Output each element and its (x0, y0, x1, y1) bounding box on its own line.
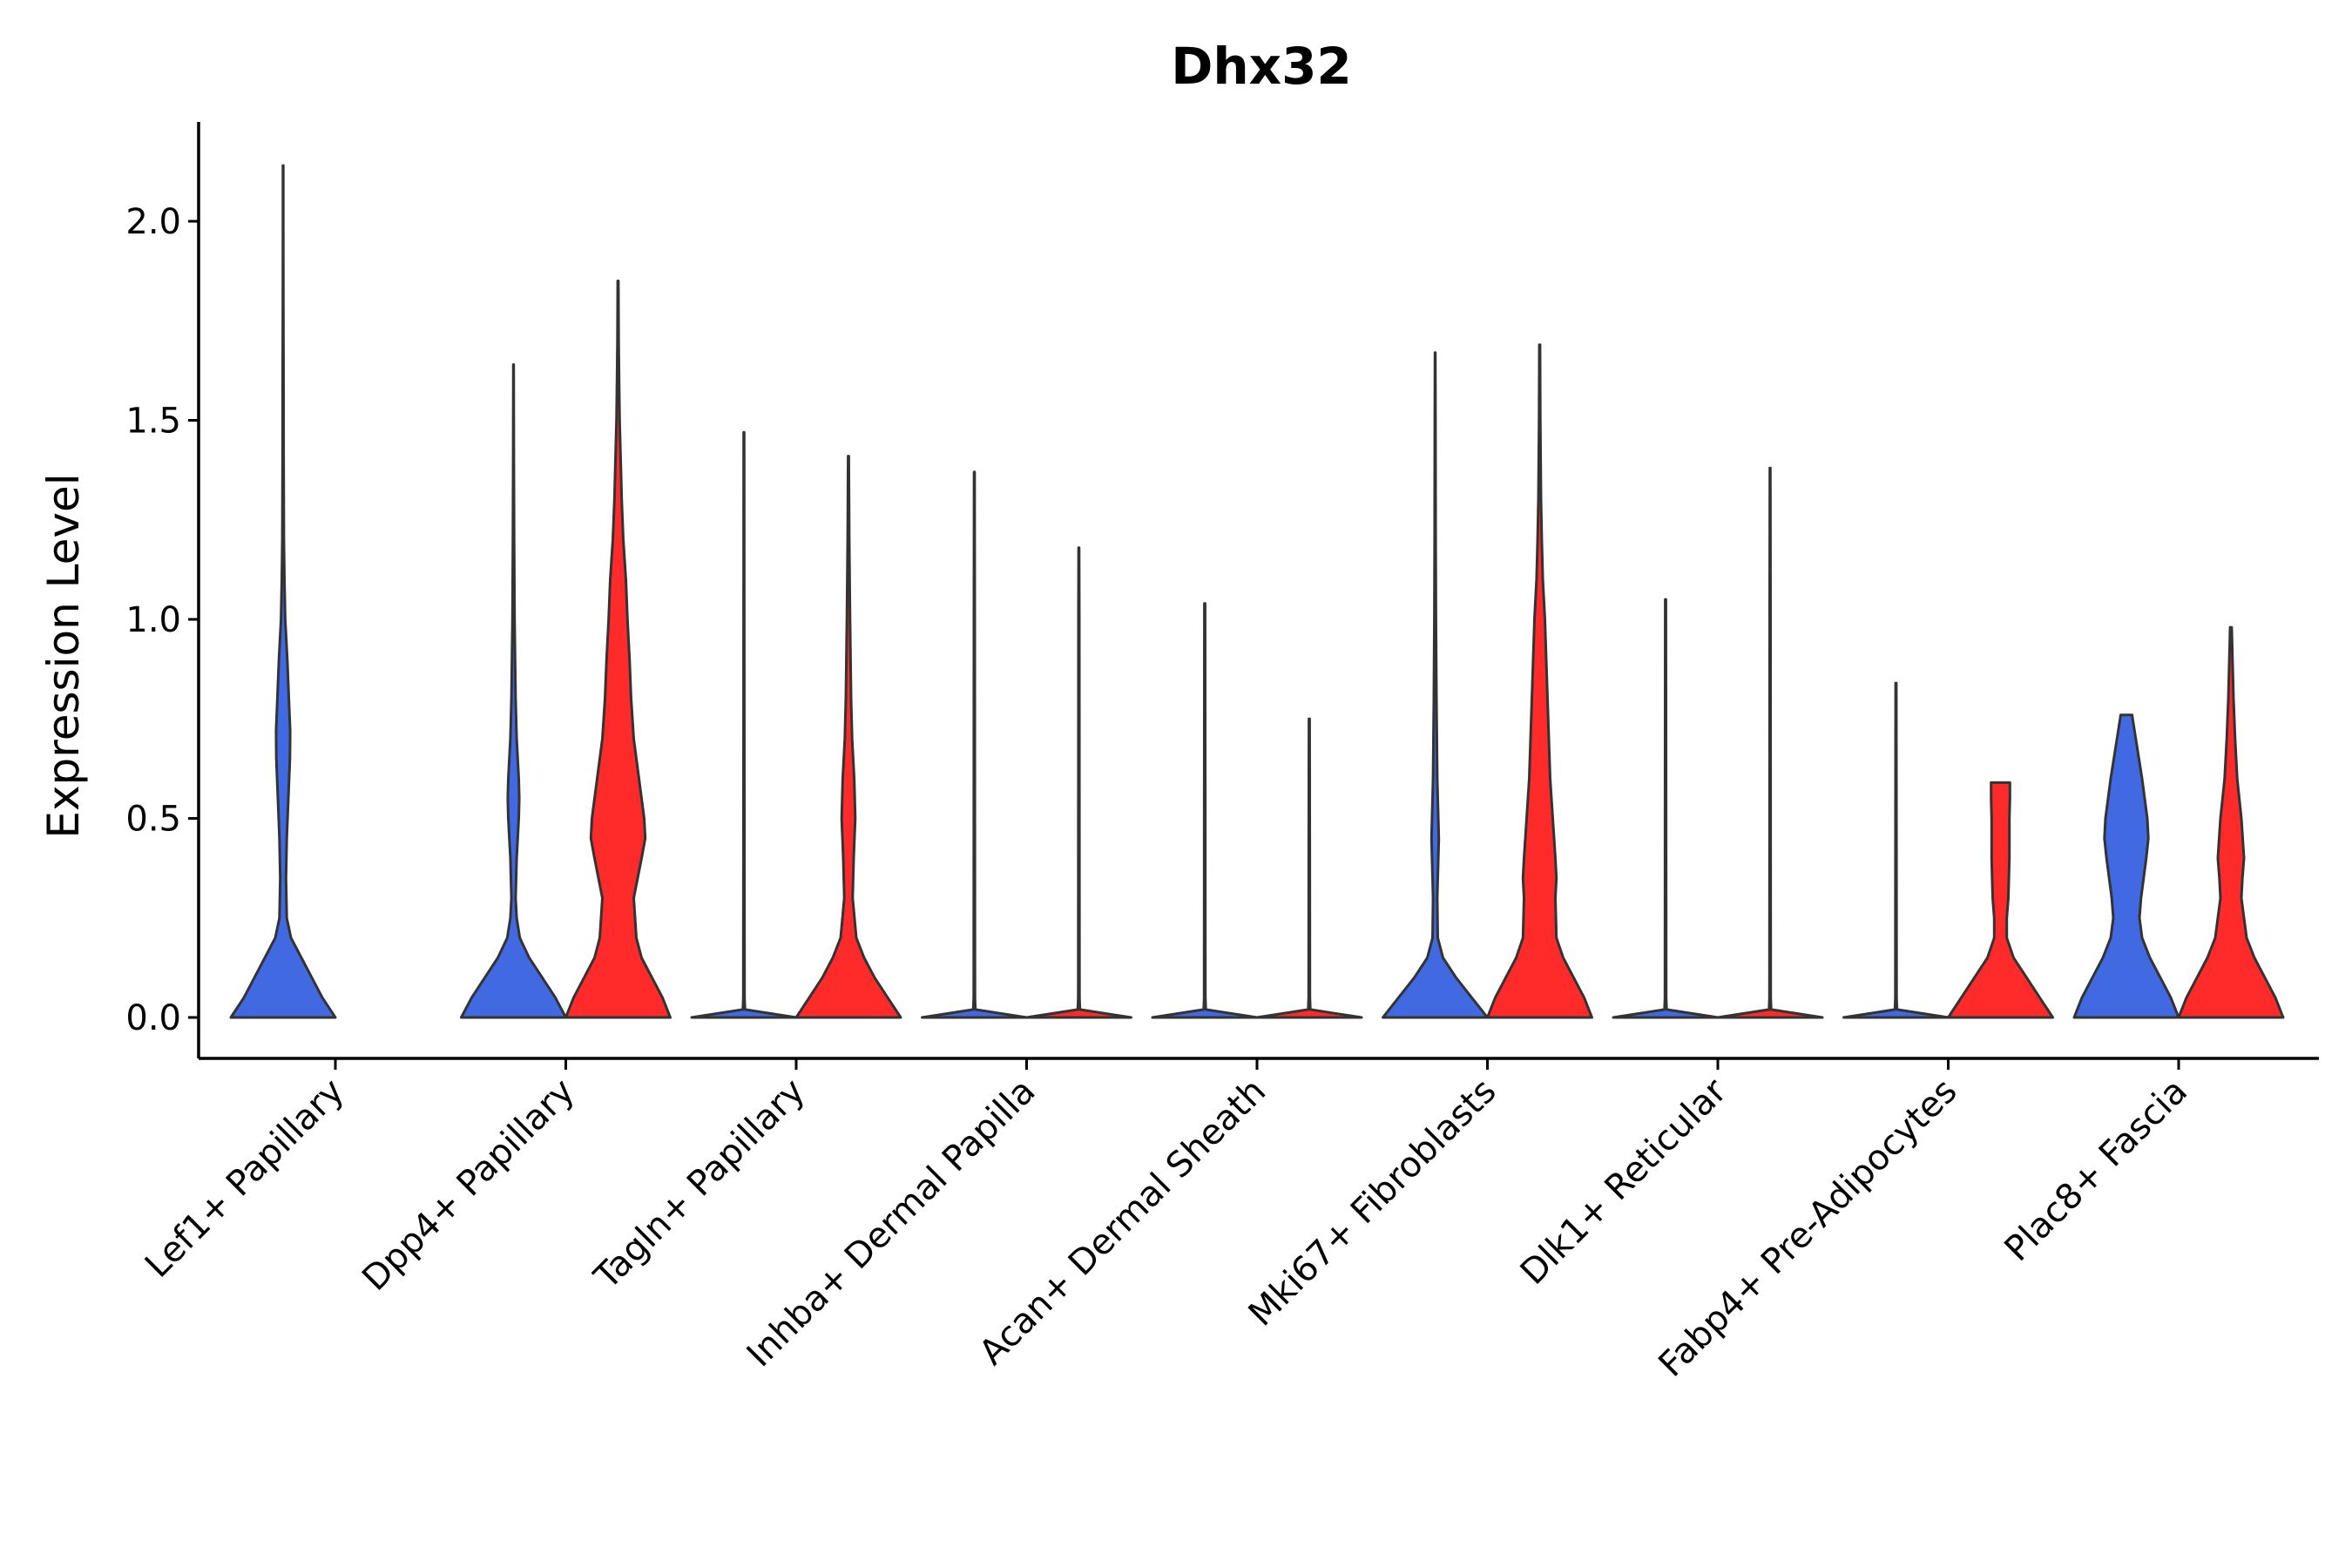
violin-red-5 (1486, 343, 1593, 1019)
x-tick-label: Tagln+ Papillary (586, 1071, 813, 1298)
violin-red-8 (2177, 625, 2285, 1019)
x-tick-label: Dlk1+ Reticular (1513, 1071, 1735, 1293)
violin-red-6 (1716, 466, 1824, 1019)
violin-red-7 (1947, 781, 2054, 1019)
violins-layer (229, 164, 2285, 1019)
violin-blue-0 (229, 164, 337, 1019)
y-tick-label: 1.0 (125, 600, 181, 640)
violin-red-1 (564, 280, 672, 1019)
axes-layer: 0.0 0.5 1.0 1.5 2.0 Lef1+ Papillary Dpp4+ Papi… (125, 122, 2319, 1385)
violin-blue-4 (1151, 602, 1259, 1019)
violin-blue-7 (1842, 681, 1950, 1019)
x-tick-label: Lef1+ Papillary (138, 1071, 352, 1286)
violin-blue-6 (1612, 598, 1720, 1019)
y-tick-label: 1.5 (125, 402, 181, 442)
y-tick-label: 0.0 (125, 998, 181, 1038)
violin-blue-5 (1382, 351, 1489, 1019)
y-tick-label: 0.5 (125, 800, 181, 840)
y-axis-label: Expression Level (38, 473, 89, 838)
y-tick-label: 2.0 (125, 202, 181, 242)
violin-red-3 (1025, 546, 1132, 1019)
x-tick-label: Plac8+ Fascia (1997, 1071, 2196, 1270)
chart-title: Dhx32 (1171, 37, 1352, 96)
violin-blue-3 (921, 470, 1028, 1019)
x-tick-label: Dpp4+ Papillary (355, 1071, 582, 1299)
violin-red-4 (1255, 717, 1363, 1019)
x-tick-label: Mki67+ Fibroblasts (1241, 1071, 1504, 1335)
violin-blue-1 (460, 363, 567, 1019)
violin-red-2 (794, 455, 902, 1019)
violin-blue-8 (2072, 713, 2180, 1019)
violin-blue-2 (690, 430, 798, 1019)
